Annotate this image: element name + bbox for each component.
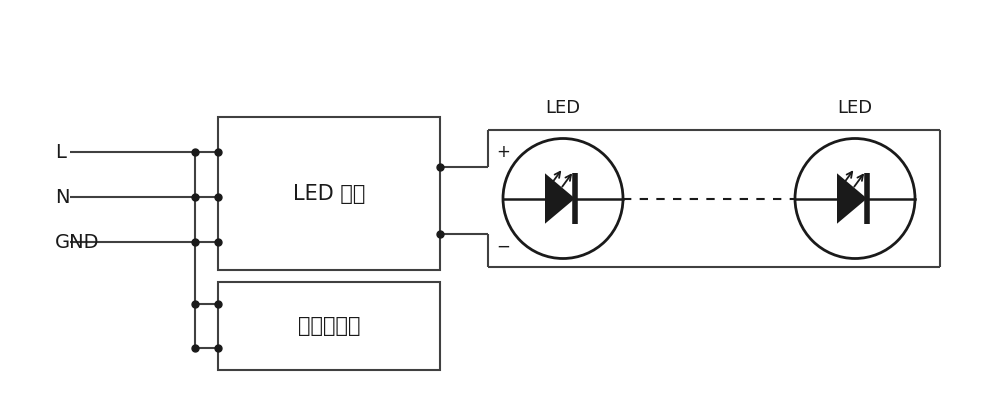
Text: N: N	[55, 187, 70, 206]
Polygon shape	[545, 173, 575, 224]
Text: LED: LED	[837, 98, 873, 117]
Polygon shape	[837, 173, 867, 224]
Text: LED: LED	[545, 98, 581, 117]
Circle shape	[503, 138, 623, 258]
Text: +: +	[496, 143, 510, 161]
Text: LED 电源: LED 电源	[293, 183, 365, 204]
Text: 调光适配器: 调光适配器	[298, 316, 360, 336]
Text: L: L	[55, 143, 66, 162]
Bar	[218, 117, 440, 270]
Text: GND: GND	[55, 232, 100, 251]
Bar	[218, 282, 440, 370]
Circle shape	[795, 138, 915, 258]
Text: −: −	[496, 238, 510, 256]
